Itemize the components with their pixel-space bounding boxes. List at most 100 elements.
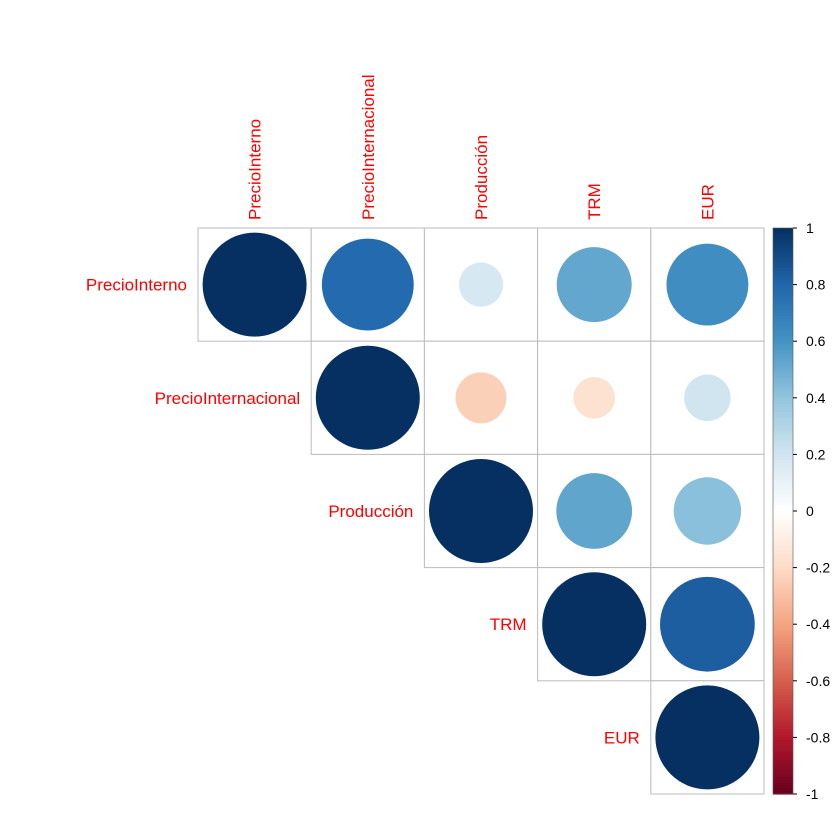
legend-color-segment [773,259,793,263]
legend-color-segment [773,593,793,597]
legend-color-segment [773,411,793,416]
legend-color-segment [773,740,793,744]
legend-tick-label: 0.2 [806,446,826,462]
correlation-circle-0-3 [556,247,632,323]
legend-color-segment [773,516,793,521]
row-label-1: PrecioInternacional [155,389,301,408]
legend-color-segment [773,462,793,467]
legend-color-segment [773,774,793,778]
column-label-3: TRM [585,183,604,220]
legend-color-segment [773,440,793,444]
correlation-circle-0-0 [202,232,307,337]
legend-color-segment [773,677,793,682]
legend-color-segment [773,734,793,738]
legend-color-segment [773,612,793,617]
legend-color-segment [773,644,793,648]
legend-color-segment [773,437,793,441]
legend-color-segment [773,261,793,266]
row-label-0: PrecioInterno [86,276,187,295]
legend-color-segment [773,310,793,314]
legend-color-segment [773,332,793,337]
legend-color-segment [773,355,793,359]
correlation-circle-2-4 [673,477,742,545]
legend-color-segment [773,383,793,388]
legend-color-segment [773,375,793,379]
legend-color-segment [773,293,793,297]
legend-color-segment [773,329,793,334]
legend-color-segment [773,694,793,699]
legend-color-segment [773,460,793,464]
legend-color-segment [773,434,793,439]
legend-color-segment [773,409,793,413]
legend-color-segment [773,414,793,419]
legend-color-segment [773,494,793,498]
legend-color-segment [773,598,793,603]
legend-color-segment [773,298,793,303]
legend-color-segment [773,488,793,492]
legend-color-segment [773,426,793,430]
legend-color-segment [773,635,793,639]
legend-color-segment [773,511,793,515]
legend-tick-label: -0.4 [806,616,830,632]
legend-color-segment [773,344,793,348]
legend-color-segment [773,714,793,719]
legend-color-segment [773,377,793,382]
legend-color-segment [773,420,793,424]
legend-color-segment [773,686,793,690]
legend-color-segment [773,726,793,730]
correlation-circle-1-4 [684,374,731,422]
legend-color-segment [773,711,793,716]
legend-color-segment [773,457,793,461]
correlation-circles [202,232,760,790]
legend-color-segment [773,672,793,676]
legend-color-segment [773,561,793,566]
legend-color-segment [773,618,793,622]
legend-color-segment [773,655,793,659]
legend-color-segment [773,301,793,306]
column-label-2: Producción [472,135,491,220]
legend-color-segment [773,448,793,453]
legend-color-segment [773,431,793,436]
correlation-circle-2-2 [429,459,533,563]
legend-color-segment [773,505,793,509]
legend-color-segment [773,242,793,246]
color-legend: 1 0.8 0.6 0.4 0.2 0 -0.2 -0.4 -0.6 -0.8 -1 [772,220,830,802]
correlation-circle-1-3 [573,377,615,419]
legend-color-segment [773,403,793,407]
legend-color-segment [773,349,793,354]
legend-color-segment [773,646,793,651]
legend-color-segment [773,276,793,280]
legend-color-segment [773,315,793,320]
legend-color-segment [773,417,793,422]
legend-color-segment [773,443,793,447]
legend-color-segment [773,247,793,252]
legend-color-segment [773,621,793,625]
legend-color-segment [773,624,793,628]
legend-color-segment [773,559,793,563]
legend-color-segment [773,496,793,501]
legend-color-segment [773,465,793,470]
legend-tick-label: 1 [806,220,814,236]
legend-color-segment [773,256,793,260]
legend-color-segment [773,785,793,789]
legend-color-segment [773,697,793,702]
legend-color-segment [773,536,793,540]
legend-color-segment [773,307,793,311]
legend-color-segment [773,666,793,671]
legend-color-segment [773,295,793,300]
legend-color-segment [773,502,793,506]
legend-color-segment [773,768,793,772]
legend-color-segment [773,244,793,249]
legend-color-segment [773,428,793,433]
legend-color-segment [773,361,793,365]
legend-color-segment [773,290,793,294]
legend-color-segment [773,570,793,574]
legend-color-segment [773,454,793,458]
legend-color-segment [773,669,793,673]
legend-color-segment [773,720,793,724]
legend-color-segment [773,485,793,489]
legend-color-segment [773,706,793,710]
legend-color-segment [773,335,793,339]
legend-color-segment [773,530,793,535]
